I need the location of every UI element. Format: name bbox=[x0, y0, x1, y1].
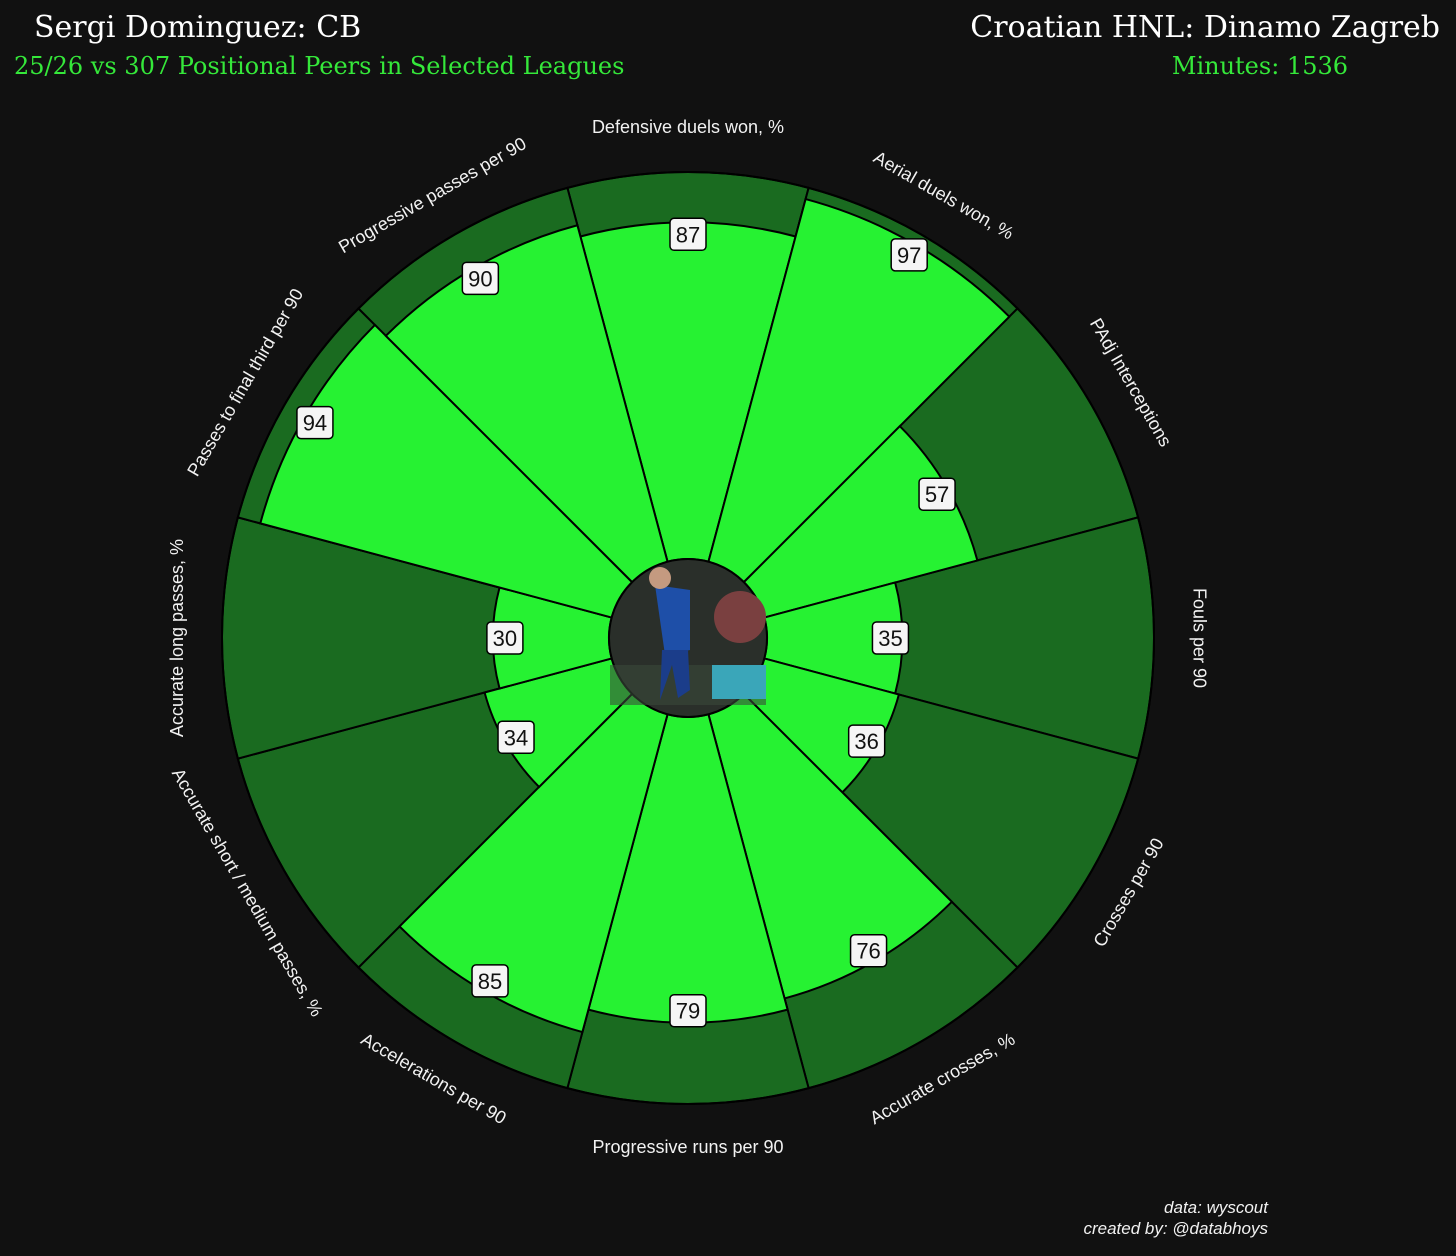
peer-subtitle: 25/26 vs 307 Positional Peers in Selecte… bbox=[14, 52, 625, 80]
svg-text:36: 36 bbox=[854, 729, 878, 754]
value-label-padj-interceptions: 57 bbox=[918, 477, 956, 511]
svg-text:85: 85 bbox=[478, 969, 502, 994]
value-label-defensive-duels-won: 87 bbox=[669, 217, 707, 252]
svg-text:87: 87 bbox=[676, 222, 700, 247]
svg-text:35: 35 bbox=[878, 626, 902, 651]
metric-label-accurate-long-passes: Accurate long passes, % bbox=[167, 539, 187, 737]
svg-text:90: 90 bbox=[468, 266, 492, 291]
value-slices bbox=[259, 197, 1011, 1034]
value-label-accurate-crosses: 76 bbox=[849, 933, 888, 968]
value-label-passes-to-final-third-per-90: 94 bbox=[296, 405, 334, 440]
value-label-accurate-short-medium-passes: 34 bbox=[497, 720, 535, 755]
value-label-crosses-per-90: 36 bbox=[847, 724, 886, 758]
value-label-aerial-duels-won: 97 bbox=[890, 238, 928, 272]
value-label-progressive-passes-per-90: 90 bbox=[461, 261, 500, 296]
minutes-played: Minutes: 1536 bbox=[1171, 52, 1348, 80]
team-title: Croatian HNL: Dinamo Zagreb bbox=[970, 10, 1440, 45]
value-label-progressive-runs-per-90: 79 bbox=[669, 993, 707, 1028]
value-labels: 87 97 57 35 36 76 79 85 34 30 94 90 bbox=[296, 217, 956, 1028]
value-label-accelerations-per-90: 85 bbox=[471, 964, 509, 998]
svg-text:76: 76 bbox=[856, 939, 880, 964]
data-credit: data: wyscout bbox=[1164, 1198, 1268, 1217]
metric-label-defensive-duels-won: Defensive duels won, % bbox=[592, 117, 784, 137]
outer-ring bbox=[221, 171, 1155, 1105]
svg-text:79: 79 bbox=[676, 999, 700, 1024]
svg-text:97: 97 bbox=[897, 243, 921, 268]
svg-text:30: 30 bbox=[493, 626, 517, 651]
value-label-fouls-per-90: 35 bbox=[871, 621, 910, 655]
author-credit: created by: @databhoys bbox=[1083, 1219, 1268, 1238]
player-title: Sergi Dominguez: CB bbox=[34, 10, 362, 45]
metric-label-progressive-runs-per-90: Progressive runs per 90 bbox=[592, 1137, 783, 1157]
value-label-accurate-long-passes: 30 bbox=[486, 621, 524, 655]
svg-text:57: 57 bbox=[925, 482, 949, 507]
metric-label-fouls-per-90: Fouls per 90 bbox=[1189, 588, 1209, 688]
svg-text:34: 34 bbox=[504, 725, 528, 750]
svg-text:94: 94 bbox=[303, 411, 327, 436]
player-photo bbox=[608, 558, 768, 718]
